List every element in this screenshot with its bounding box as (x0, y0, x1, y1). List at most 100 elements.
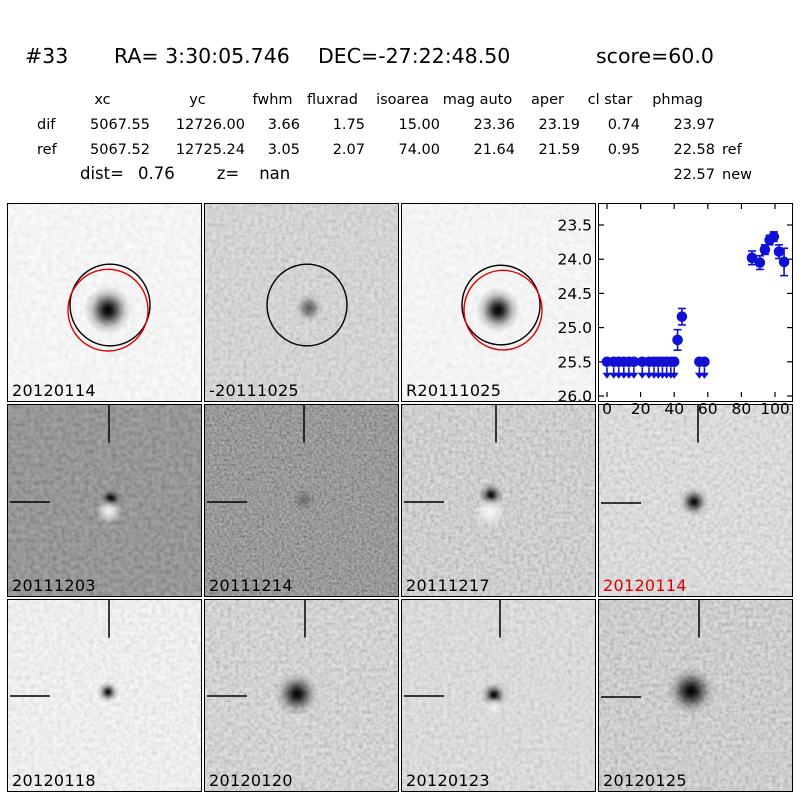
lightcurve-chart: 0 20 40 60 80 100 23.5 24.0 24.5 25.0 25.5 26.0 (557, 204, 792, 418)
table-header-cell: isoarea (376, 92, 429, 108)
data-point (759, 244, 771, 255)
cutout-panel-R20111025: R20111025 (401, 203, 596, 402)
table-empty-cell (440, 163, 515, 188)
table-cell: 1.75 (332, 117, 365, 133)
cutout-image (205, 600, 398, 791)
cutout-image (8, 600, 201, 791)
cutout-date-label: 20111203 (12, 576, 96, 595)
data-point (672, 334, 683, 346)
upper-limit-arrow (629, 372, 639, 379)
table-cell: 3.66 (267, 117, 300, 133)
ra-value: RA= 3:30:05.746 (114, 44, 290, 68)
table-cell: 5067.52 (90, 142, 150, 158)
aperture-circle-red (67, 268, 149, 352)
table-empty-cell (515, 163, 580, 188)
photometry-table: xc yc fwhm fluxrad isoarea mag auto aper cl sta… (10, 88, 770, 188)
data-point (773, 246, 785, 257)
cutout-panel-20111203: 20111203 (7, 404, 202, 597)
redshift-label: z= (216, 164, 240, 183)
candidate-id: #33 (25, 44, 69, 68)
cutout-date-label: 20120120 (209, 771, 293, 790)
cutout-image (205, 405, 398, 596)
y-tick-label: 24.0 (557, 251, 592, 269)
table-cell: 3.05 (267, 142, 300, 158)
y-tick-label: 23.5 (557, 217, 592, 235)
y-tick-label: 25.0 (557, 319, 592, 337)
table-cell: 0.95 (607, 142, 640, 158)
table-cell: 74.00 (398, 142, 440, 158)
source-blob-core (488, 300, 508, 321)
source-blob-core (680, 680, 702, 702)
table-corner (10, 88, 55, 113)
dist-redshift-line: dist= 0.76 z= nan (10, 164, 290, 183)
table-cell: 5067.55 (90, 117, 150, 133)
cutout-date-label: -20111025 (209, 381, 299, 400)
x-tick-label: 100 (760, 400, 790, 418)
table-header-cell: fwhm (252, 92, 293, 108)
cutout-panel-20120114: 20120114 (7, 203, 202, 402)
upper-limit-arrow (699, 372, 709, 379)
x-tick-label: 60 (698, 400, 718, 418)
table-cell: 12725.24 (175, 142, 245, 158)
cutout-image (402, 204, 595, 401)
dist-value: 0.76 (137, 164, 175, 183)
source-blob (292, 488, 316, 512)
cutout-panel-20120114: 20120114 (598, 404, 793, 597)
cutout-date-label: 20120123 (406, 771, 490, 790)
source-blob (485, 696, 503, 715)
x-tick-label: 40 (664, 400, 684, 418)
dist-label: dist= (80, 164, 124, 183)
cutout-panel-20120125: 20120125 (598, 599, 793, 792)
table-cell: 0.74 (607, 117, 640, 133)
table-row-name: dif (37, 117, 56, 133)
x-tick-label: 20 (631, 400, 651, 418)
upper-limit-point (668, 356, 680, 368)
cutout-image (8, 405, 201, 596)
cutout-image (599, 600, 792, 791)
table-row-suffix: ref (722, 142, 742, 158)
cutout-image (205, 204, 398, 401)
source-blob (295, 293, 323, 323)
x-tick-label: 0 (602, 400, 612, 418)
table-cell: 2.07 (332, 142, 365, 158)
source-blob (475, 497, 505, 527)
y-tick-label: 25.5 (557, 353, 592, 371)
table-cell: 22.58 (673, 142, 715, 158)
cutout-panel-20111214: 20111214 (204, 404, 399, 597)
table-cell: 21.59 (538, 142, 580, 158)
upper-limit-point (628, 356, 640, 368)
source-blob-core (103, 687, 113, 697)
table-empty-cell (365, 163, 440, 188)
redshift-value: nan (259, 164, 291, 183)
upper-limit-point (699, 356, 710, 368)
cutout-panel--20111025: -20111025 (204, 203, 399, 402)
table-header-cell: aper (531, 92, 564, 108)
table-row-suffix (715, 113, 770, 138)
data-point (778, 256, 790, 268)
table-header-cell: fluxrad (307, 92, 358, 108)
cutout-image (599, 405, 792, 596)
cutout-date-label: R20111025 (406, 381, 502, 400)
aperture-circle-red (463, 269, 543, 351)
table-cell: 15.00 (398, 117, 440, 133)
table-row-name: ref (37, 142, 57, 158)
y-tick-label: 24.5 (557, 285, 592, 303)
cutout-date-label: 20120114 (603, 576, 687, 595)
cutout-grid: 20120114 -20111025 R20111025 0 20 40 60 80 100 23… (7, 203, 793, 792)
dec-value: DEC=-27:22:48.50 (318, 44, 511, 68)
cutout-panel-20111217: 20111217 (401, 404, 596, 597)
cutout-panel-20120123: 20120123 (401, 599, 596, 792)
cutout-date-label: 20120125 (603, 771, 687, 790)
table-cell: 12726.00 (175, 117, 245, 133)
table-cell: 23.97 (673, 117, 715, 133)
aperture-circle-black (461, 264, 541, 346)
table-header-cell: yc (189, 92, 206, 108)
data-point (676, 311, 688, 322)
cutout-panel-20120120: 20120120 (204, 599, 399, 792)
table-header-cell: mag auto (442, 92, 513, 108)
source-blob (96, 498, 122, 524)
table-empty-cell (580, 163, 640, 188)
data-point (746, 252, 758, 264)
cutout-image (402, 600, 595, 791)
